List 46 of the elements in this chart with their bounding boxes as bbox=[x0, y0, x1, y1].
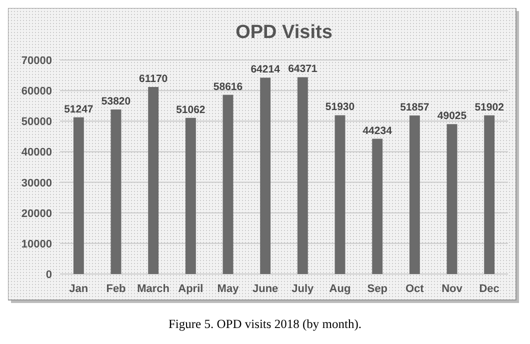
bar bbox=[185, 118, 196, 274]
x-tick-label: June bbox=[252, 283, 278, 295]
y-tick-label: 60000 bbox=[21, 86, 52, 98]
data-label: 51247 bbox=[64, 103, 94, 116]
chart-title: OPD Visits bbox=[236, 22, 332, 43]
y-tick-label: 30000 bbox=[21, 177, 52, 190]
bar bbox=[446, 124, 458, 274]
data-label: 49025 bbox=[437, 110, 467, 122]
data-label: 53820 bbox=[101, 95, 131, 108]
y-tick-label: 10000 bbox=[21, 238, 52, 250]
y-tick-label: 20000 bbox=[21, 208, 52, 220]
y-tick-label: 0 bbox=[46, 269, 52, 281]
data-label: 61170 bbox=[139, 72, 168, 85]
x-tick-label: March bbox=[137, 283, 170, 295]
x-tick-label: Sep bbox=[367, 283, 388, 295]
bar bbox=[484, 115, 495, 274]
x-tick-label: Oct bbox=[405, 283, 424, 295]
y-tick-label: 40000 bbox=[21, 146, 52, 159]
data-label: 51857 bbox=[400, 101, 430, 114]
y-tick-label: 50000 bbox=[21, 116, 52, 128]
bar bbox=[372, 138, 383, 274]
x-tick-label: Nov bbox=[442, 283, 464, 295]
x-tick-label: Jan bbox=[69, 283, 88, 295]
data-label: 51062 bbox=[176, 104, 206, 116]
bar bbox=[297, 77, 308, 274]
x-tick-label: Dec bbox=[479, 283, 500, 295]
data-label: 64214 bbox=[250, 64, 280, 76]
x-tick-label: July bbox=[292, 283, 315, 295]
bar bbox=[110, 109, 122, 274]
data-label: 51930 bbox=[325, 101, 355, 114]
bar bbox=[334, 115, 346, 274]
x-tick-label: Feb bbox=[106, 283, 126, 295]
y-tick-label: 70000 bbox=[21, 55, 52, 67]
data-label: 64371 bbox=[288, 63, 318, 76]
data-label: 51902 bbox=[474, 101, 504, 114]
bar bbox=[222, 94, 234, 274]
x-tick-label: Aug bbox=[329, 283, 351, 295]
data-label: 44234 bbox=[362, 124, 392, 137]
x-tick-label: May bbox=[217, 283, 240, 295]
bar bbox=[73, 117, 84, 274]
bar bbox=[260, 78, 271, 274]
bar bbox=[409, 115, 420, 274]
bar bbox=[148, 86, 159, 274]
caption: Figure 5. OPD visits 2018 (by month). bbox=[168, 317, 362, 331]
x-tick-label: April bbox=[178, 283, 204, 295]
data-label: 58616 bbox=[213, 80, 243, 93]
